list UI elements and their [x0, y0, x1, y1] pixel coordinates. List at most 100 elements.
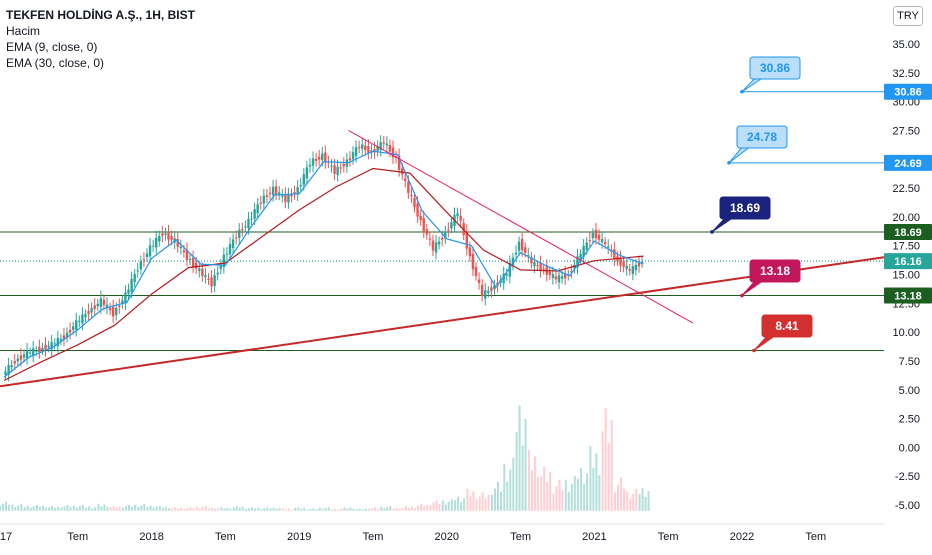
candle-body: [247, 218, 250, 229]
price-tick-label: 32.50: [892, 68, 920, 80]
volume-bar: [91, 508, 94, 511]
volume-bar: [607, 442, 610, 511]
candle-body: [182, 250, 186, 253]
candle-body: [204, 275, 207, 278]
time-tick-label: 2020: [435, 531, 459, 543]
candle-body: [324, 152, 327, 163]
volume-bar: [260, 508, 263, 511]
volume-bar: [137, 506, 140, 511]
candle-body: [62, 335, 66, 340]
candle-body: [548, 271, 552, 275]
volume-bar: [469, 496, 472, 511]
volume-bar: [346, 508, 349, 511]
volume-bar: [435, 500, 438, 511]
volume-bar: [536, 477, 539, 511]
volume-bar: [229, 508, 232, 511]
volume-bar: [530, 470, 533, 511]
volume-bar: [275, 508, 278, 511]
volume-bar: [454, 500, 457, 511]
candle-body: [281, 195, 284, 197]
volume-bar: [626, 491, 629, 511]
callout-label: 30.86: [760, 61, 790, 75]
volume-bar: [57, 506, 60, 511]
time-tick-label: Tem: [215, 531, 236, 543]
candle-body: [367, 145, 370, 153]
candle-body: [348, 158, 352, 161]
candle-body: [191, 257, 195, 267]
volume-bar: [491, 494, 493, 511]
candle-body: [364, 145, 367, 151]
volume-bar: [263, 508, 266, 511]
callout-label: 24.78: [747, 130, 777, 144]
volume-bar: [278, 508, 281, 511]
candle-body: [440, 237, 444, 240]
candle-body: [554, 276, 558, 280]
candle-body: [78, 320, 81, 322]
candle-body: [539, 262, 542, 271]
volume-bar: [167, 508, 170, 511]
callout-box: [736, 125, 788, 149]
candle-body: [640, 261, 644, 263]
volume-bar: [392, 508, 395, 511]
volume-bar: [125, 506, 127, 511]
volume-bar: [423, 506, 426, 511]
candle-body: [133, 273, 136, 283]
candle-body: [81, 314, 84, 324]
candle-body: [622, 261, 625, 267]
candle-body: [127, 289, 130, 294]
volume-bar: [638, 493, 641, 511]
time-tick-label: Tem: [67, 531, 88, 543]
volume-bar: [620, 477, 622, 511]
volume-bar: [140, 505, 143, 511]
candle-body: [299, 184, 302, 187]
volume-bar: [478, 496, 481, 511]
callout-pointer: [728, 145, 753, 164]
price-tick-label: 27.50: [892, 125, 920, 137]
volume-bar: [518, 405, 521, 511]
candle-body: [514, 252, 518, 255]
volume-bar: [41, 505, 44, 511]
volume-bar: [487, 494, 490, 511]
time-tick-label: Tem: [510, 531, 531, 543]
volume-bar: [189, 507, 192, 511]
candle-body: [480, 284, 484, 297]
volume-bar: [306, 509, 309, 511]
volume-bar: [573, 476, 576, 511]
volume-bar: [533, 456, 536, 511]
volume-bar: [223, 508, 226, 511]
volume-bar: [589, 446, 592, 511]
time-tick-label: Tem: [805, 531, 826, 543]
volume-bar: [475, 498, 478, 511]
candle-body: [311, 158, 315, 166]
axis-price-badge: [884, 253, 932, 270]
volume-bar: [208, 508, 211, 511]
callout-box: [749, 259, 801, 283]
volume-bar: [85, 507, 88, 511]
candle-body: [93, 305, 96, 309]
candle-body: [379, 142, 382, 151]
volume-bar: [484, 498, 487, 511]
volume-bar: [97, 503, 100, 511]
currency-button[interactable]: TRY: [893, 6, 923, 26]
volume-bar: [564, 480, 567, 511]
candle-body: [225, 253, 229, 255]
candle-body: [265, 195, 269, 197]
candle-body: [333, 165, 336, 174]
volume-bar: [383, 508, 386, 511]
candle-body: [207, 278, 210, 280]
volume-bar: [29, 507, 32, 511]
volume-bar: [8, 504, 10, 511]
legend-ema9: EMA (9, close, 0): [6, 40, 98, 54]
candle-body: [287, 194, 290, 203]
axis-price-badge-label: 18.69: [894, 227, 922, 239]
volume-bar: [143, 503, 146, 511]
volume-bar: [51, 506, 54, 511]
candle-body: [10, 364, 13, 368]
volume-bar: [410, 506, 413, 511]
volume-bar: [540, 476, 543, 511]
candle-body: [210, 277, 213, 287]
volume-bar: [377, 508, 379, 511]
candle-body: [68, 329, 72, 333]
